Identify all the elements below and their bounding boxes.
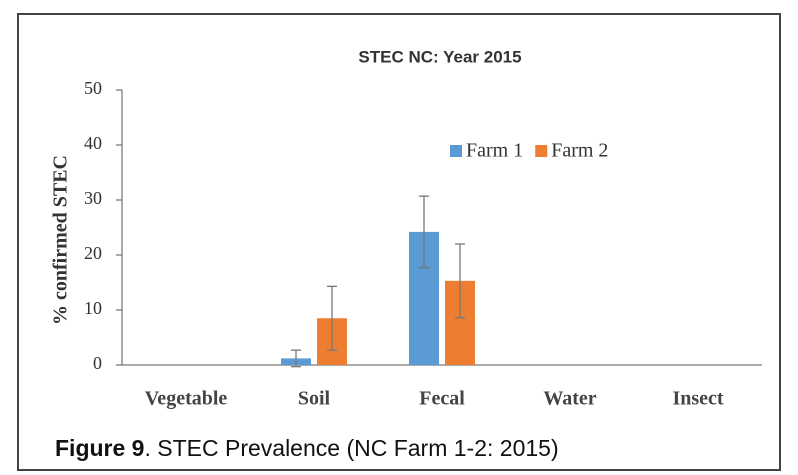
legend-label: Farm 1 [466,140,523,162]
frame [17,13,781,471]
y-tick-label: 10 [84,298,102,318]
caption-label: Figure 9 [55,435,144,461]
error-bar [291,349,301,368]
legend-swatch [450,145,462,157]
y-tick-label: 50 [84,78,102,98]
legend-label: Farm 2 [551,140,608,162]
error-bar [455,243,465,319]
x-tick-label: Soil [298,388,331,410]
y-tick-label: 20 [84,243,102,263]
chart-title: STEC NC: Year 2015 [358,47,521,66]
y-tick-label: 30 [84,188,102,208]
y-tick-label: 40 [84,133,102,153]
error-bar [327,285,337,351]
x-tick-label: Vegetable [145,388,228,410]
y-axis-label: % confirmed STEC [50,155,72,325]
legend-swatch [535,145,548,157]
x-tick-label: Fecal [419,388,465,410]
x-tick-label: Insect [672,388,723,410]
x-tick-label: Water [543,388,596,410]
caption-text: . STEC Prevalence (NC Farm 1-2: 2015) [144,435,558,461]
y-tick-label: 0 [93,353,102,373]
caption: Figure 9. STEC Prevalence (NC Farm 1-2: … [55,435,559,461]
error-bar [419,195,429,269]
